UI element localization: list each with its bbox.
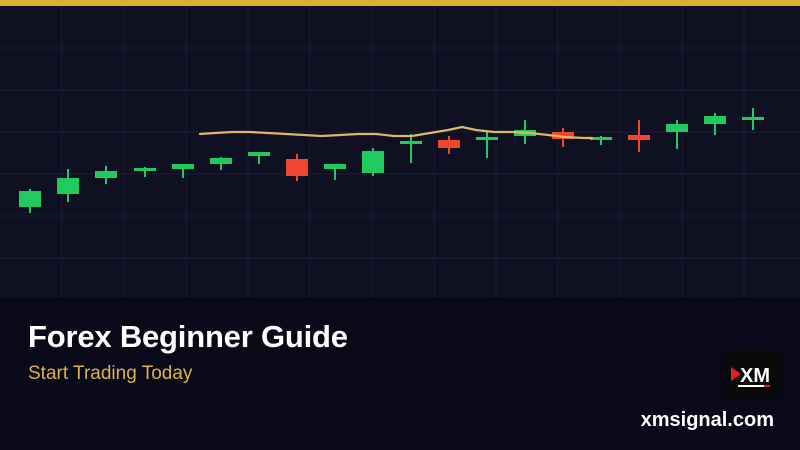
moving-average-line [198,125,594,140]
candlestick [172,164,194,178]
candlestick [19,189,41,213]
candlestick [476,132,498,158]
candlestick [742,108,764,130]
candlestick [210,157,232,170]
candlestick [324,164,346,180]
candlestick [248,152,270,164]
xm-logo-wordmark: XM [740,365,770,387]
candle-body [324,164,346,169]
candle-body [666,124,688,132]
candle-body [19,191,41,207]
page-subtitle: Start Trading Today [28,363,193,384]
candle-body [95,171,117,178]
candle-body [552,132,574,139]
website-url: xmsignal.com [640,409,774,431]
candle-body [438,140,460,148]
candlestick [666,120,688,149]
candlestick-chart [0,6,800,297]
candlestick [286,154,308,181]
candle-body [248,152,270,156]
candlestick [438,136,460,154]
candle-body [362,151,384,173]
candlestick [400,134,422,163]
candle-body [172,164,194,169]
candle-body [476,137,498,140]
candle-body [286,159,308,176]
promo-banner: Forex Beginner Guide Start Trading Today… [0,297,800,450]
candle-body [57,178,79,194]
xm-logo-icon: XM [724,350,782,398]
candle-body [628,135,650,140]
candlestick [57,169,79,202]
candlestick [362,148,384,176]
page-title: Forex Beginner Guide [28,319,348,354]
candlestick [134,167,156,177]
candle-body [400,141,422,144]
candle-body [590,137,612,140]
candlestick [628,120,650,152]
candlestick [590,136,612,145]
candle-body [134,168,156,171]
candlestick [95,166,117,184]
candle-body [704,116,726,124]
candlestick [704,113,726,135]
chart-gridlines [0,6,800,297]
xm-logo-triangle-icon [731,367,741,381]
chart-series-layer [19,108,764,213]
top-accent-bar [0,0,800,6]
candle-body [210,158,232,164]
xm-brand-logo[interactable]: XM [724,350,782,398]
candle-body [742,117,764,120]
